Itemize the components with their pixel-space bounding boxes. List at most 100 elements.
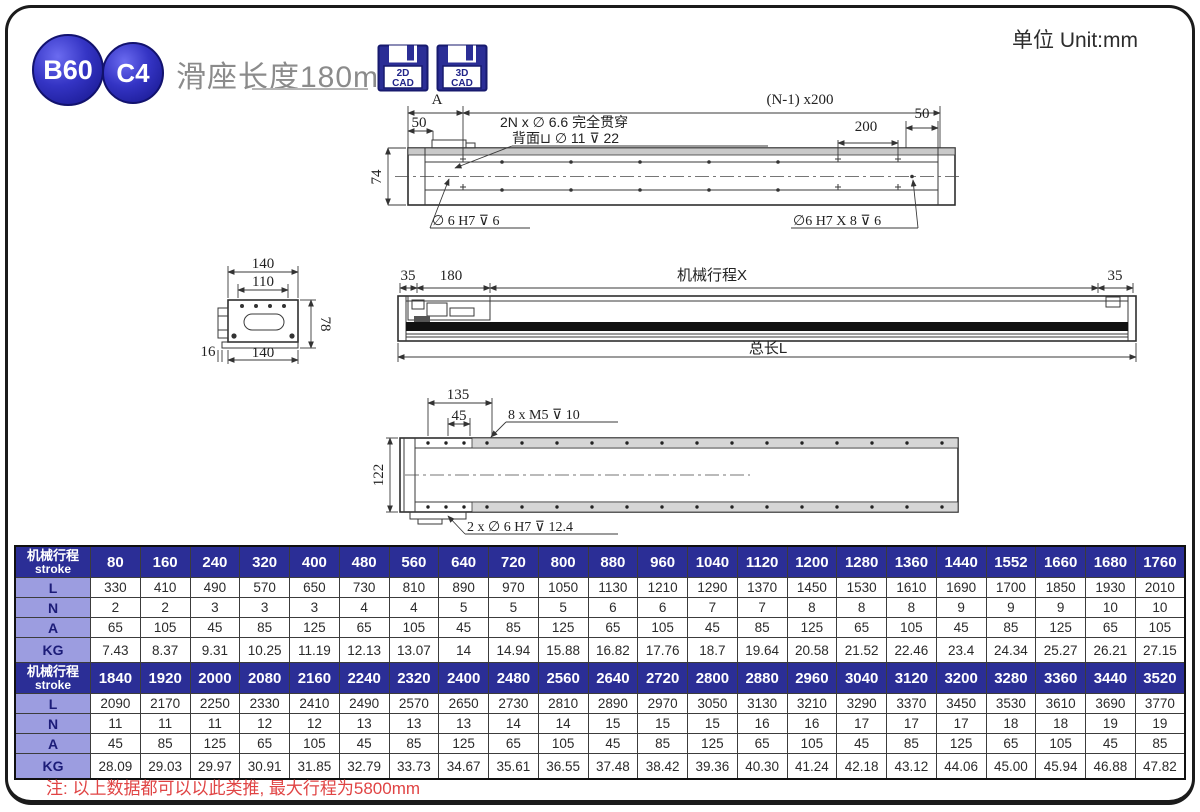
- spec-value-cell: 9: [985, 597, 1037, 618]
- model-badge-b60: B60: [32, 34, 104, 106]
- stroke-spec-table: 机械行程 stroke 80 160 240 320 400 480 560 640 720 800 8…: [14, 545, 1186, 780]
- spec-value-cell: 5: [488, 597, 539, 618]
- svg-text:∅6 H7 X 8 ⊽ 6: ∅6 H7 X 8 ⊽ 6: [793, 214, 881, 229]
- cad-3d-button[interactable]: 3D CAD: [436, 44, 488, 92]
- svg-text:3D: 3D: [456, 68, 469, 79]
- spec-value-cell: 1530: [836, 577, 887, 598]
- svg-text:45: 45: [452, 408, 467, 424]
- spec-value-cell: 11: [189, 713, 241, 734]
- spec-value-cell: 6: [637, 597, 688, 618]
- spec-value-cell: 25.27: [1035, 637, 1086, 663]
- spec-value-cell: 46.88: [1085, 753, 1136, 780]
- spec-value-cell: 33.73: [388, 753, 440, 780]
- bottom-view-drawing: 135 45 8 x M5 ⊽ 10 122 2 x ∅ 6 H7 ⊽ 12.4: [371, 387, 959, 535]
- stroke-value-cell: 3520: [1134, 662, 1186, 694]
- spec-value-cell: 21.52: [836, 637, 887, 663]
- svg-text:35: 35: [401, 268, 416, 284]
- spec-value-cell: 2570: [388, 693, 440, 714]
- spec-value-cell: 19: [1134, 713, 1186, 734]
- spec-value-cell: 15: [687, 713, 738, 734]
- spec-value-cell: 9: [1035, 597, 1086, 618]
- stroke-value-cell: 2640: [587, 662, 639, 694]
- spec-value-cell: 1850: [1035, 577, 1086, 598]
- spec-value-cell: 2810: [537, 693, 589, 714]
- spec-value-cell: 810: [388, 577, 440, 598]
- spec-value-cell: 20.58: [786, 637, 838, 663]
- spec-value-cell: 29.03: [139, 753, 191, 780]
- spec-value-cell: 17: [836, 713, 887, 734]
- spec-value-cell: 3210: [786, 693, 838, 714]
- spec-value-cell: 14: [438, 637, 489, 663]
- spec-value-cell: 18: [985, 713, 1037, 734]
- stroke-value-cell: 3360: [1035, 662, 1086, 694]
- spec-value-cell: 45.94: [1035, 753, 1086, 780]
- row-label-cell: N: [14, 597, 91, 618]
- spec-value-cell: 17: [935, 713, 987, 734]
- spec-value-cell: 85: [388, 733, 440, 754]
- svg-text:8 x M5 ⊽ 10: 8 x M5 ⊽ 10: [508, 408, 580, 423]
- spec-value-cell: 4: [388, 597, 440, 618]
- stroke-value-cell: 960: [637, 545, 688, 578]
- stroke-value-cell: 2800: [687, 662, 738, 694]
- spec-value-cell: 3530: [985, 693, 1037, 714]
- spec-value-cell: 14: [488, 713, 539, 734]
- cad-2d-button[interactable]: 2D CAD: [377, 44, 429, 92]
- svg-text:140: 140: [252, 256, 275, 272]
- stroke-value-cell: 80: [90, 545, 141, 578]
- spec-value-cell: 24.34: [985, 637, 1037, 663]
- spec-row-n: N 11 11 11 12 12 13 13 13 14 14 15 15 15 16 16 17 17 17 18 1…: [14, 713, 1186, 734]
- spec-value-cell: 85: [985, 617, 1037, 638]
- floppy-2d-icon: 2D CAD: [377, 44, 429, 92]
- spec-value-cell: 3: [189, 597, 241, 618]
- svg-text:50: 50: [915, 106, 930, 122]
- spec-value-cell: 34.67: [438, 753, 489, 780]
- spec-value-cell: 45: [338, 733, 390, 754]
- spec-value-cell: 47.82: [1134, 753, 1186, 780]
- spec-value-cell: 1930: [1085, 577, 1136, 598]
- spec-value-cell: 1610: [886, 577, 937, 598]
- svg-text:背面⊔ ∅ 11 ⊽ 22: 背面⊔ ∅ 11 ⊽ 22: [512, 130, 619, 146]
- spec-value-cell: 6: [587, 597, 639, 618]
- svg-text:总长L: 总长L: [749, 340, 787, 357]
- spec-value-cell: 15.88: [537, 637, 589, 663]
- spec-value-cell: 5: [537, 597, 589, 618]
- spec-value-cell: 8: [786, 597, 838, 618]
- spec-value-cell: 3610: [1035, 693, 1086, 714]
- spec-value-cell: 8: [886, 597, 937, 618]
- spec-value-cell: 490: [189, 577, 241, 598]
- spec-value-cell: 2330: [239, 693, 290, 714]
- spec-value-cell: 85: [736, 617, 788, 638]
- spec-value-cell: 2: [90, 597, 141, 618]
- stroke-value-cell: 1660: [1035, 545, 1086, 578]
- spec-value-cell: 105: [289, 733, 340, 754]
- spec-value-cell: 45: [90, 733, 141, 754]
- spec-row-a: A 65 105 45 85 125 65 105 45 85 125 65 105 45 85 125 65 1…: [14, 617, 1186, 638]
- spec-value-cell: 2490: [338, 693, 390, 714]
- section-view-drawing: 140 110 78 16 140: [201, 256, 333, 364]
- spec-value-cell: 125: [687, 733, 738, 754]
- stroke-value-cell: 800: [537, 545, 589, 578]
- row-label-cell: A: [14, 733, 91, 754]
- svg-text:35: 35: [1108, 268, 1123, 284]
- stroke-value-cell: 480: [338, 545, 390, 578]
- stroke-value-cell: 1200: [786, 545, 838, 578]
- row-label-cell: L: [14, 577, 91, 598]
- spec-value-cell: 11: [90, 713, 141, 734]
- spec-value-cell: 16: [736, 713, 788, 734]
- spec-row-kg: KG 28.09 29.03 29.97 30.91 31.85 32.79 33.73 34.…: [14, 753, 1186, 780]
- spec-value-cell: 2010: [1134, 577, 1186, 598]
- stroke-value-cell: 560: [388, 545, 440, 578]
- svg-text:2N x ∅ 6.6 完全贯穿: 2N x ∅ 6.6 完全贯穿: [500, 114, 628, 130]
- row-label-cell: KG: [14, 637, 91, 663]
- spec-value-cell: 40.30: [736, 753, 788, 780]
- svg-text:2 x ∅ 6 H7 ⊽ 12.4: 2 x ∅ 6 H7 ⊽ 12.4: [467, 520, 573, 535]
- svg-text:A: A: [432, 92, 443, 108]
- spec-value-cell: 31.85: [289, 753, 340, 780]
- spec-value-cell: 3: [239, 597, 290, 618]
- stroke-value-cell: 1840: [90, 662, 141, 694]
- spec-value-cell: 29.97: [189, 753, 241, 780]
- spec-value-cell: 18.7: [687, 637, 738, 663]
- spec-value-cell: 28.09: [90, 753, 141, 780]
- stroke-value-cell: 2080: [239, 662, 290, 694]
